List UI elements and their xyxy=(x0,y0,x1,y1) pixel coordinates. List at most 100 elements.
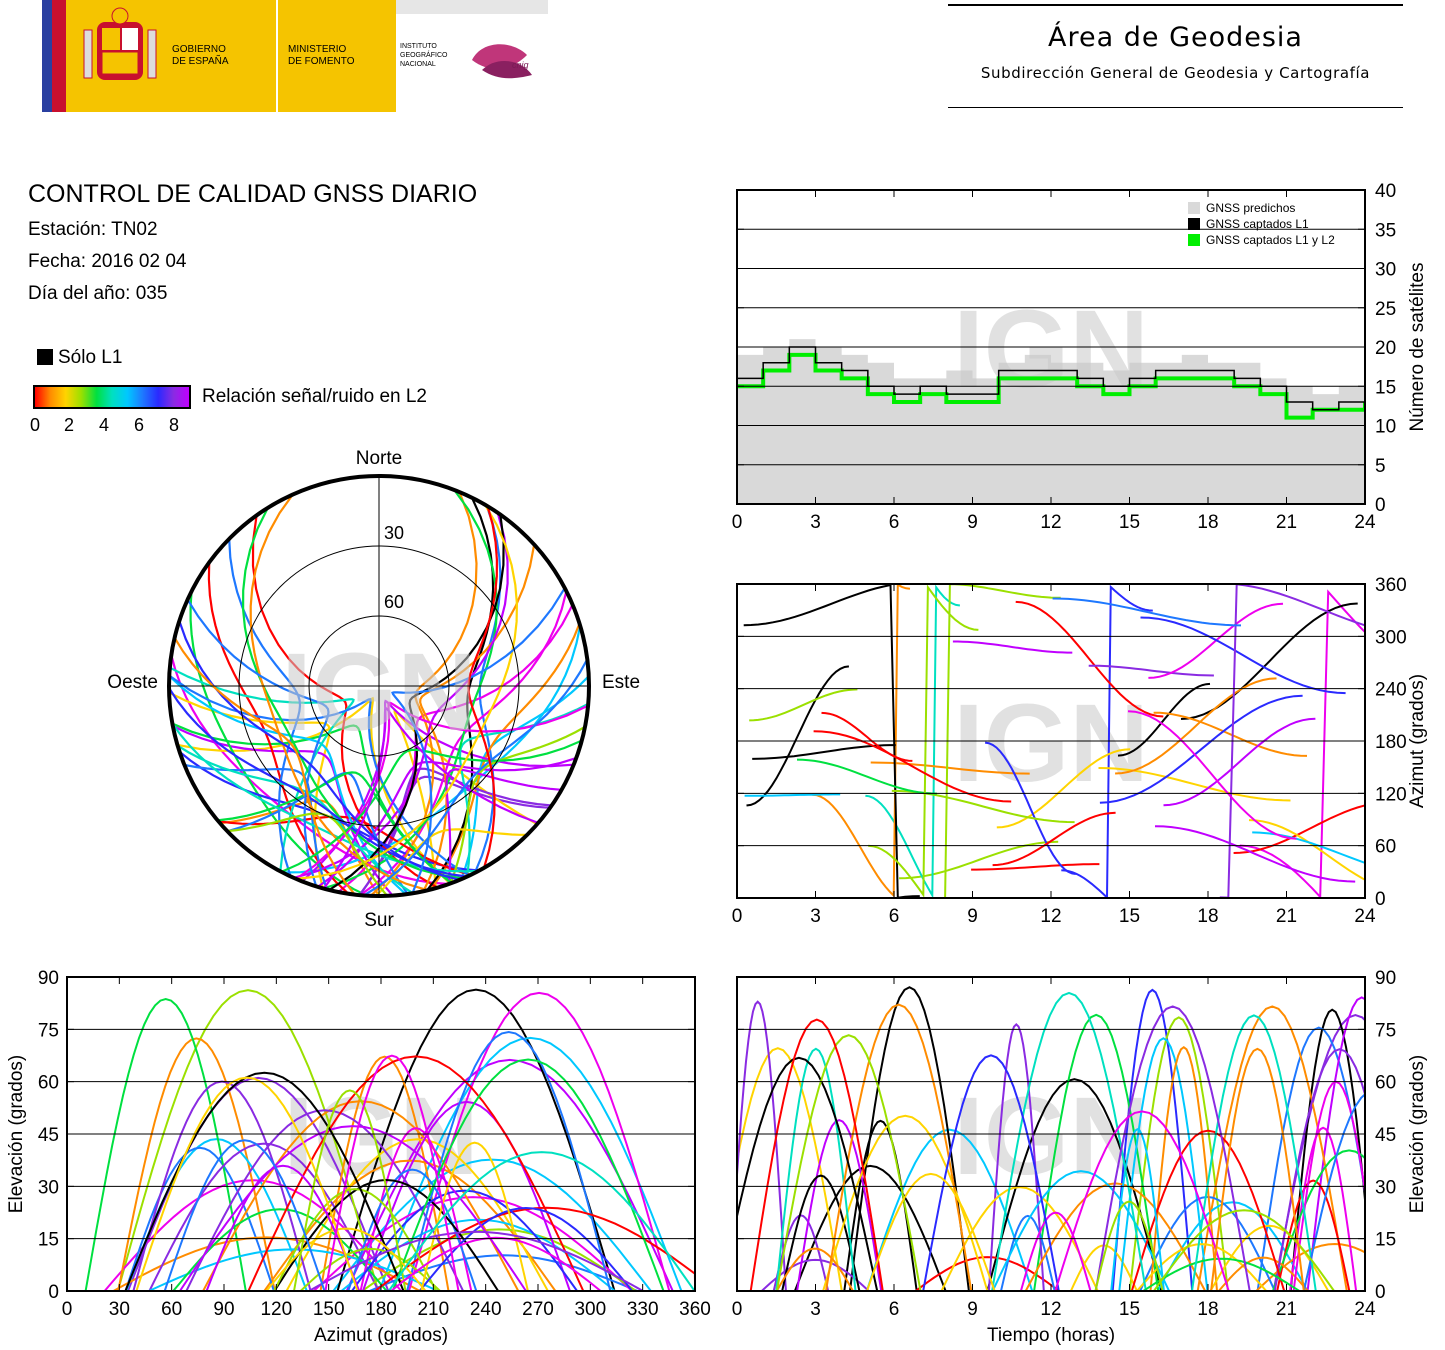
elevation-time-track xyxy=(991,1170,1171,1291)
x-tick-label: 30 xyxy=(109,1299,130,1320)
satellite-track xyxy=(249,493,429,892)
elevation-time-track xyxy=(749,1018,884,1291)
elevation-time-track xyxy=(737,1047,843,1291)
azimuth-track xyxy=(1088,664,1214,677)
elevation-time-grid xyxy=(737,1028,1365,1240)
header-bottom-rule xyxy=(948,107,1403,108)
north-label: Norte xyxy=(356,448,402,469)
x-tick-label: 3 xyxy=(810,512,821,531)
elevation-azimuth-track xyxy=(116,989,380,1291)
y-tick-label: 75 xyxy=(1375,1020,1396,1041)
x-tick-label: 6 xyxy=(889,906,900,925)
azimuth-track xyxy=(984,741,1076,875)
satellite-track xyxy=(322,706,539,890)
x-tick-label: 180 xyxy=(365,1299,397,1320)
azimuth-track xyxy=(821,711,913,762)
azimuth-time-frame xyxy=(736,583,1366,899)
elevation-time-track xyxy=(987,1022,1045,1291)
elevation-time-track xyxy=(922,1054,1060,1291)
satellite-track xyxy=(217,771,453,884)
elevation-azimuth-track xyxy=(84,997,247,1291)
elevation-azimuth-track xyxy=(418,1206,633,1291)
azimuth-track xyxy=(1099,694,1303,804)
y-axis-label: Elevación (grados) xyxy=(1407,1055,1428,1213)
x-tick-label: 21 xyxy=(1276,906,1297,925)
elevation-azimuth-track xyxy=(247,1055,585,1291)
elevation-azimuth-track xyxy=(308,1230,644,1291)
snr-tick: 6 xyxy=(133,415,144,435)
elevation-azimuth-track xyxy=(263,1159,557,1291)
ring-label-60: 60 xyxy=(384,592,404,612)
satellite-track xyxy=(363,658,589,897)
satellite-track xyxy=(295,504,519,880)
y-tick-label: 90 xyxy=(1375,968,1396,989)
x-tick-label: 9 xyxy=(967,1299,978,1320)
elevation-azimuth-track xyxy=(313,1196,633,1291)
elevation-time-track xyxy=(1130,1129,1286,1291)
elevation-time-chart: IGN 0 15 30 45 60 75 90 0 3 6 9 12 15 18 21 24 Tiempo (ho… xyxy=(732,968,1428,1346)
y-tick-label: 60 xyxy=(1375,1073,1396,1094)
elevation-azimuth-track xyxy=(362,1100,571,1291)
azimuth-track xyxy=(1140,616,1346,695)
elevation-azimuth-track xyxy=(148,1142,380,1291)
azimuth-track xyxy=(1248,819,1365,881)
satellites-chart: IGN 0 5 10 15 20 25 30 35 40 0 3 6 9 12 15 18 21 24 Número … xyxy=(732,181,1428,531)
satellite-track xyxy=(168,674,470,877)
x-tick-label: 0 xyxy=(62,1299,73,1320)
x-tick-label: 18 xyxy=(1197,512,1218,531)
azimuth-track xyxy=(1015,600,1164,718)
elevation-azimuth-track xyxy=(285,1138,549,1291)
coat-of-arms-icon xyxy=(83,7,157,80)
y-tick-label: 75 xyxy=(38,1020,59,1041)
y-tick-label: 20 xyxy=(1375,338,1396,359)
x-tick-label: 24 xyxy=(1354,512,1376,531)
solo-l1-swatch xyxy=(37,349,53,365)
y-tick-label: 0 xyxy=(1375,1282,1386,1303)
header-subtitle: Subdirección General de Geodesia y Carto… xyxy=(980,64,1371,82)
logo-cnig-text: cnig xyxy=(512,60,529,70)
x-tick-label: 24 xyxy=(1354,906,1376,925)
azimuth-track xyxy=(1233,804,1365,854)
azimuth-track xyxy=(1219,584,1365,898)
elevation-azimuth-track xyxy=(273,1178,500,1291)
west-label: Oeste xyxy=(107,672,158,693)
azimuth-track xyxy=(1154,825,1356,883)
elevation-time-track xyxy=(866,1172,996,1291)
elevation-time-track xyxy=(775,1034,922,1291)
snr-tick: 2 xyxy=(63,415,74,435)
elevation-time-track xyxy=(1118,1037,1209,1291)
elevation-azimuth-track xyxy=(391,1058,665,1291)
y-tick-label: 35 xyxy=(1375,220,1396,241)
satellite-track xyxy=(429,623,581,891)
satellite-track xyxy=(219,799,381,897)
x-tick-label: 15 xyxy=(1119,906,1140,925)
x-tick-label: 6 xyxy=(889,512,900,531)
x-tick-label: 6 xyxy=(889,1299,900,1320)
elevation-azimuth-track xyxy=(319,1055,450,1291)
elevation-time-track xyxy=(1289,1126,1358,1291)
elevation-time-track xyxy=(1024,1182,1207,1291)
x-tick-label: 9 xyxy=(967,512,978,531)
elevation-time-track xyxy=(1094,1200,1164,1291)
x-tick-label: 120 xyxy=(260,1299,292,1320)
satellite-track xyxy=(177,744,414,895)
elevation-time-track xyxy=(991,991,1147,1291)
x-tick-label: 15 xyxy=(1119,1299,1140,1320)
satellites-legend: GNSS predichos GNSS captados L1 GNSS capta… xyxy=(1188,201,1335,247)
satellite-track xyxy=(172,725,394,897)
y-tick-label: 5 xyxy=(1375,456,1386,477)
elevation-azimuth-frame xyxy=(66,976,696,1292)
azimuth-track xyxy=(865,584,961,898)
azimuth-track xyxy=(1098,767,1291,802)
snr-label: Relación señal/ruido en L2 xyxy=(202,386,427,407)
satellite-track xyxy=(173,637,356,896)
elevation-azimuth-track xyxy=(124,1071,405,1291)
logo-ministerio-text: MINISTERIO DE FOMENTO xyxy=(288,44,355,67)
elevation-azimuth-track xyxy=(324,1054,460,1291)
elevation-time-track xyxy=(1111,988,1194,1291)
station-line: Estación: TN02 xyxy=(28,219,158,240)
satellite-track xyxy=(358,767,552,896)
elevation-azimuth-track xyxy=(135,1076,359,1291)
watermark-text: IGN xyxy=(953,288,1149,411)
elevation-azimuth-track xyxy=(124,1146,275,1291)
